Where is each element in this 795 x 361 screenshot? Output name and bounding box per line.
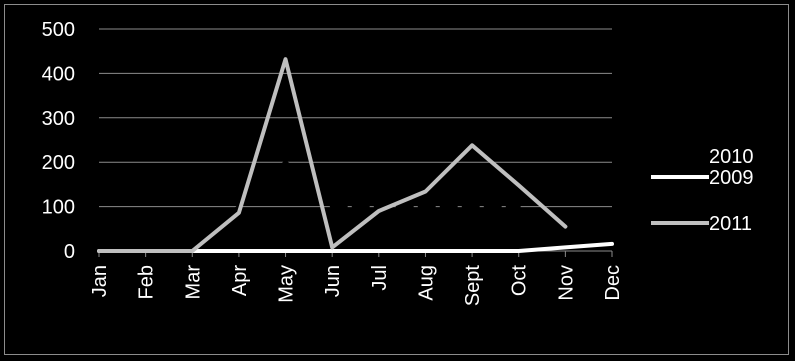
x-tick-label: Nov — [555, 265, 577, 301]
y-tick-label: 0 — [64, 241, 75, 263]
y-tick-label: 400 — [42, 63, 75, 85]
x-tick-label: May — [276, 265, 298, 303]
x-axis-ticks: Jan Feb Mar Apr May Jun Jul Aug Sept Oct Nov Dec — [89, 251, 624, 306]
x-tick-label: Jun — [322, 265, 344, 297]
y-axis-ticks: 0 100 200 300 400 500 — [42, 19, 75, 263]
x-tick-label: Dec — [602, 265, 624, 301]
x-tick-label: Feb — [136, 265, 158, 299]
legend-label-2010: 2010 — [709, 146, 754, 168]
y-tick-label: 100 — [42, 197, 75, 219]
y-tick-label: 200 — [42, 152, 75, 174]
series-line-2011 — [97, 57, 568, 253]
gridlines — [99, 28, 612, 208]
legend-label-2009: 2009 — [709, 167, 754, 189]
x-tick-label: Oct — [509, 265, 531, 297]
x-tick-label: Jan — [89, 265, 111, 297]
chart-frame — [4, 4, 789, 355]
x-tick-label: Apr — [229, 265, 251, 296]
x-tick-label: Jul — [369, 265, 391, 291]
x-tick-label: Aug — [415, 265, 437, 301]
x-tick-label: Mar — [182, 265, 204, 300]
x-tick-label: Sept — [462, 265, 484, 307]
y-tick-label: 500 — [42, 19, 75, 41]
y-tick-label: 300 — [42, 108, 75, 130]
series-lines — [97, 57, 614, 253]
legend-label-2011: 2011 — [709, 213, 752, 235]
